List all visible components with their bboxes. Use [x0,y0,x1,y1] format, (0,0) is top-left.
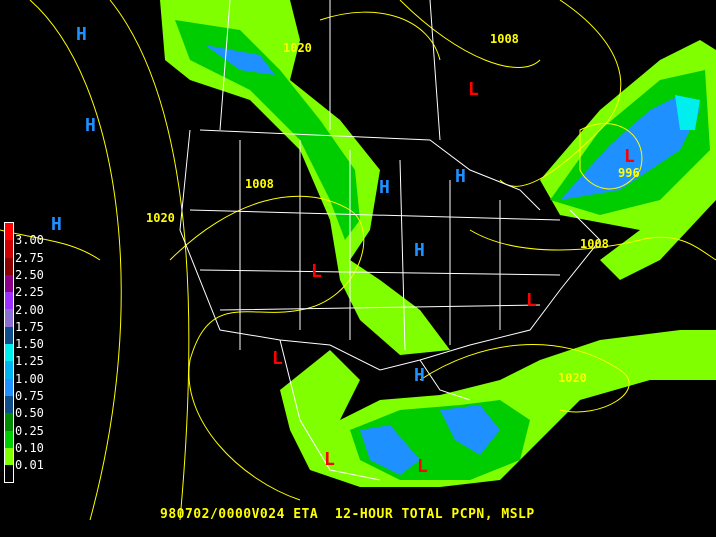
legend-label: 1.25 [15,354,44,369]
legend-swatch [5,344,13,362]
low-center: L [468,79,479,100]
isobar-label: 1020 [283,41,312,55]
legend-label: 0.01 [15,458,44,473]
legend-swatch [5,274,13,293]
precip-nw-heavy [205,45,275,75]
precip-northeast-max [675,95,700,130]
high-center: H [85,115,96,136]
isobar-label: 1020 [558,371,587,385]
high-center: H [455,166,466,187]
map-title: 980702/0000V024 ETA 12-HOUR TOTAL PCPN, … [160,507,535,522]
legend-swatch [5,413,13,431]
legend-swatch [5,326,13,345]
legend-label: 1.00 [15,371,44,386]
isobar-label: 1008 [580,237,609,251]
legend-label: 0.10 [15,440,44,455]
legend-swatch [5,395,13,414]
legend-label: 1.75 [15,319,44,334]
high-center: H [76,24,87,45]
political-borders [179,0,601,481]
isobar-label: 996 [618,166,640,180]
legend-swatch [5,292,13,310]
isobar-label: 1008 [490,32,519,46]
legend-swatch [5,447,13,466]
low-center: L [624,146,635,167]
legend-swatch [5,309,13,327]
precip-northeast-heavy [560,95,700,200]
legend-label: 2.25 [15,285,44,300]
legend-label: 0.50 [15,406,44,421]
precip-pacific-nw-core [175,20,360,240]
legend-label: 2.75 [15,250,44,265]
precip-pacific-nw [160,0,450,355]
low-center: L [272,348,283,369]
legend-swatch [5,361,13,379]
legend-swatch [5,378,13,396]
isobar-labels: 1020 1008 1008 1020 996 1008 1020 [146,32,640,385]
high-center: H [51,214,62,235]
legend-label: 3.00 [15,233,44,248]
low-center: L [526,290,537,311]
legend-swatch [5,240,13,258]
precip-gulf-heavy [360,405,500,475]
legend-label: 0.75 [15,389,44,403]
isobar-label: 1020 [146,211,175,225]
high-center: H [414,365,425,386]
legend-swatch [5,257,13,275]
legend-label: 1.50 [15,337,44,352]
legend-swatch [5,223,13,241]
pressure-centers: H H H H H H H L L L L L L L [51,24,635,477]
high-center: H [379,177,390,198]
isobar-label: 1008 [245,177,274,191]
low-center: L [324,449,335,470]
precip-fields [160,0,716,487]
low-center: L [417,456,428,477]
legend-swatch [5,430,13,448]
legend-label: 2.50 [15,267,44,282]
precip-legend-bar [4,222,14,484]
legend-swatch [5,465,13,483]
legend-label: 2.00 [15,302,44,317]
legend-label: 0.25 [15,423,44,438]
low-center: L [311,261,322,282]
high-center: H [414,240,425,261]
